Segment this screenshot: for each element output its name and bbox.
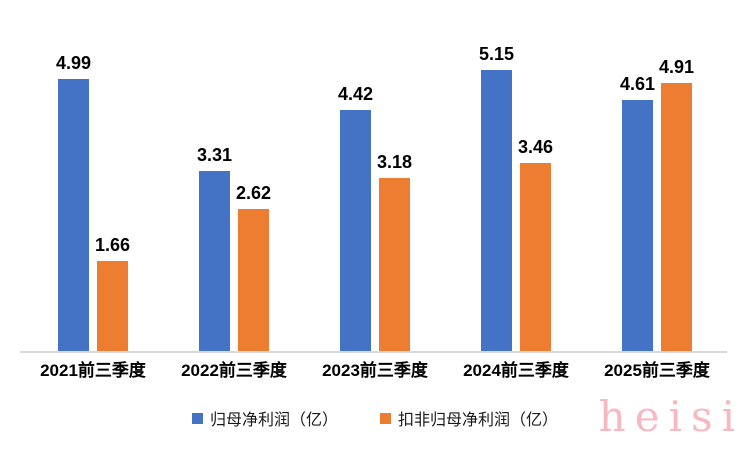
category-label: 2022前三季度 — [181, 361, 287, 380]
value-label: 2.62 — [235, 183, 272, 203]
value-label: 3.31 — [196, 145, 233, 165]
x-axis-line — [20, 351, 727, 353]
value-label: 4.42 — [337, 84, 374, 104]
bar — [622, 100, 653, 352]
category-label: 2021前三季度 — [40, 361, 146, 380]
value-label: 4.91 — [658, 57, 695, 77]
legend-swatch-icon — [191, 412, 203, 424]
category-label: 2024前三季度 — [463, 361, 569, 380]
bar — [97, 261, 128, 352]
bar — [661, 83, 692, 352]
bar — [340, 110, 371, 352]
bar — [58, 79, 89, 352]
bar — [520, 163, 551, 352]
bar — [481, 70, 512, 352]
value-label: 4.99 — [55, 53, 92, 73]
bar — [379, 178, 410, 352]
legend-label: 归母净利润（亿） — [209, 412, 338, 429]
value-label: 1.66 — [94, 235, 131, 255]
category-label: 2023前三季度 — [322, 361, 428, 380]
legend-item: 扣非归母净利润（亿） — [380, 406, 558, 430]
legend-item: 归母净利润（亿） — [191, 406, 338, 430]
legend: 归母净利润（亿） 扣非归母净利润（亿） — [0, 406, 750, 430]
value-label: 4.61 — [619, 74, 656, 94]
bar — [199, 171, 230, 352]
legend-swatch-icon — [380, 412, 391, 424]
category-label: 2025前三季度 — [604, 361, 710, 380]
value-label: 3.46 — [517, 137, 554, 157]
legend-label: 扣非归母净利润（亿） — [398, 412, 559, 429]
value-label: 3.18 — [376, 152, 413, 172]
value-label: 5.15 — [478, 44, 515, 64]
bar — [238, 209, 269, 352]
plot-area: 4.99 1.66 3.31 2.62 4.42 3.18 5.15 3.46 4.61 4.91 — [55, 44, 695, 352]
